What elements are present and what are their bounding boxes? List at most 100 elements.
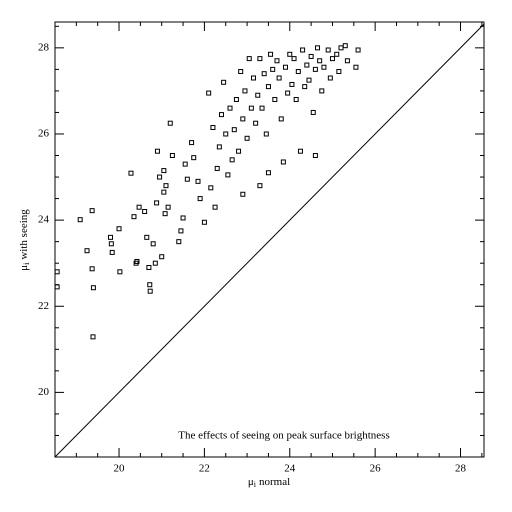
point [263, 131, 269, 137]
annotation: The effects of seeing on peak surface br… [178, 430, 389, 442]
point [159, 254, 165, 260]
y-label-text: with seeing [18, 209, 30, 260]
point [255, 92, 261, 98]
point [169, 153, 175, 159]
point [147, 282, 153, 288]
point [308, 53, 314, 59]
point [152, 260, 158, 266]
point [319, 88, 325, 94]
point [306, 77, 312, 83]
point [291, 56, 297, 62]
point [162, 211, 168, 217]
point [283, 64, 289, 70]
point [225, 172, 231, 178]
point [253, 120, 259, 126]
point [342, 43, 348, 49]
point [216, 144, 222, 150]
point [240, 191, 246, 197]
point [189, 140, 195, 146]
point [287, 51, 293, 57]
point [300, 47, 306, 53]
x-tick-label: 24 [284, 463, 296, 475]
point [184, 176, 190, 182]
x-tick-label: 20 [114, 463, 126, 475]
point [274, 58, 280, 64]
point [147, 288, 153, 294]
point [208, 185, 214, 191]
point [355, 47, 361, 53]
x-tick-label: 28 [455, 463, 467, 475]
point [165, 204, 171, 210]
point [180, 215, 186, 221]
y-tick-label: 26 [38, 128, 50, 140]
point [236, 148, 242, 154]
point [231, 127, 237, 133]
point [338, 45, 344, 51]
point [312, 153, 318, 159]
point [325, 47, 331, 53]
y-label-symbol: μ [18, 265, 30, 271]
point [259, 105, 265, 111]
point [144, 234, 150, 240]
plot-frame [54, 21, 485, 458]
y-label-subscript: i [22, 262, 31, 265]
point [272, 97, 278, 103]
y-tick-label: 22 [38, 300, 49, 312]
point [317, 58, 323, 64]
point [218, 112, 224, 118]
point [154, 200, 160, 206]
point [116, 226, 122, 232]
point [109, 249, 115, 255]
point [295, 69, 301, 75]
point [265, 84, 271, 90]
point [146, 264, 152, 270]
point [238, 69, 244, 75]
point [270, 66, 276, 72]
point [329, 56, 335, 62]
point [293, 97, 299, 103]
point [336, 69, 342, 75]
point [240, 116, 246, 122]
point [261, 71, 267, 77]
point [107, 234, 113, 240]
point [304, 62, 310, 68]
point [268, 51, 274, 57]
point [84, 248, 90, 254]
point [229, 157, 235, 163]
point [227, 105, 233, 111]
x-tick-label: 26 [370, 463, 382, 475]
point [257, 183, 263, 189]
point [117, 269, 123, 275]
point [163, 183, 169, 189]
x-tick-label: 22 [199, 463, 210, 475]
point [276, 75, 282, 81]
point [197, 196, 203, 202]
point [246, 56, 252, 62]
point [182, 161, 188, 167]
point [327, 75, 333, 81]
point [278, 116, 284, 122]
point [285, 90, 291, 96]
x-axis-label: μi normal [248, 476, 290, 489]
point [201, 219, 207, 225]
point [250, 75, 256, 81]
point [54, 284, 60, 290]
point [136, 204, 142, 210]
point [302, 84, 308, 90]
point [233, 97, 239, 103]
point [265, 170, 271, 176]
point [90, 285, 96, 291]
point [108, 241, 114, 247]
point [297, 148, 303, 154]
point [206, 90, 212, 96]
point [157, 174, 163, 180]
point [257, 56, 263, 62]
point [89, 266, 95, 272]
point [223, 131, 229, 137]
point [77, 217, 83, 223]
point [244, 135, 250, 141]
point [128, 170, 134, 176]
point [176, 239, 182, 245]
point [344, 58, 350, 64]
point [248, 105, 254, 111]
